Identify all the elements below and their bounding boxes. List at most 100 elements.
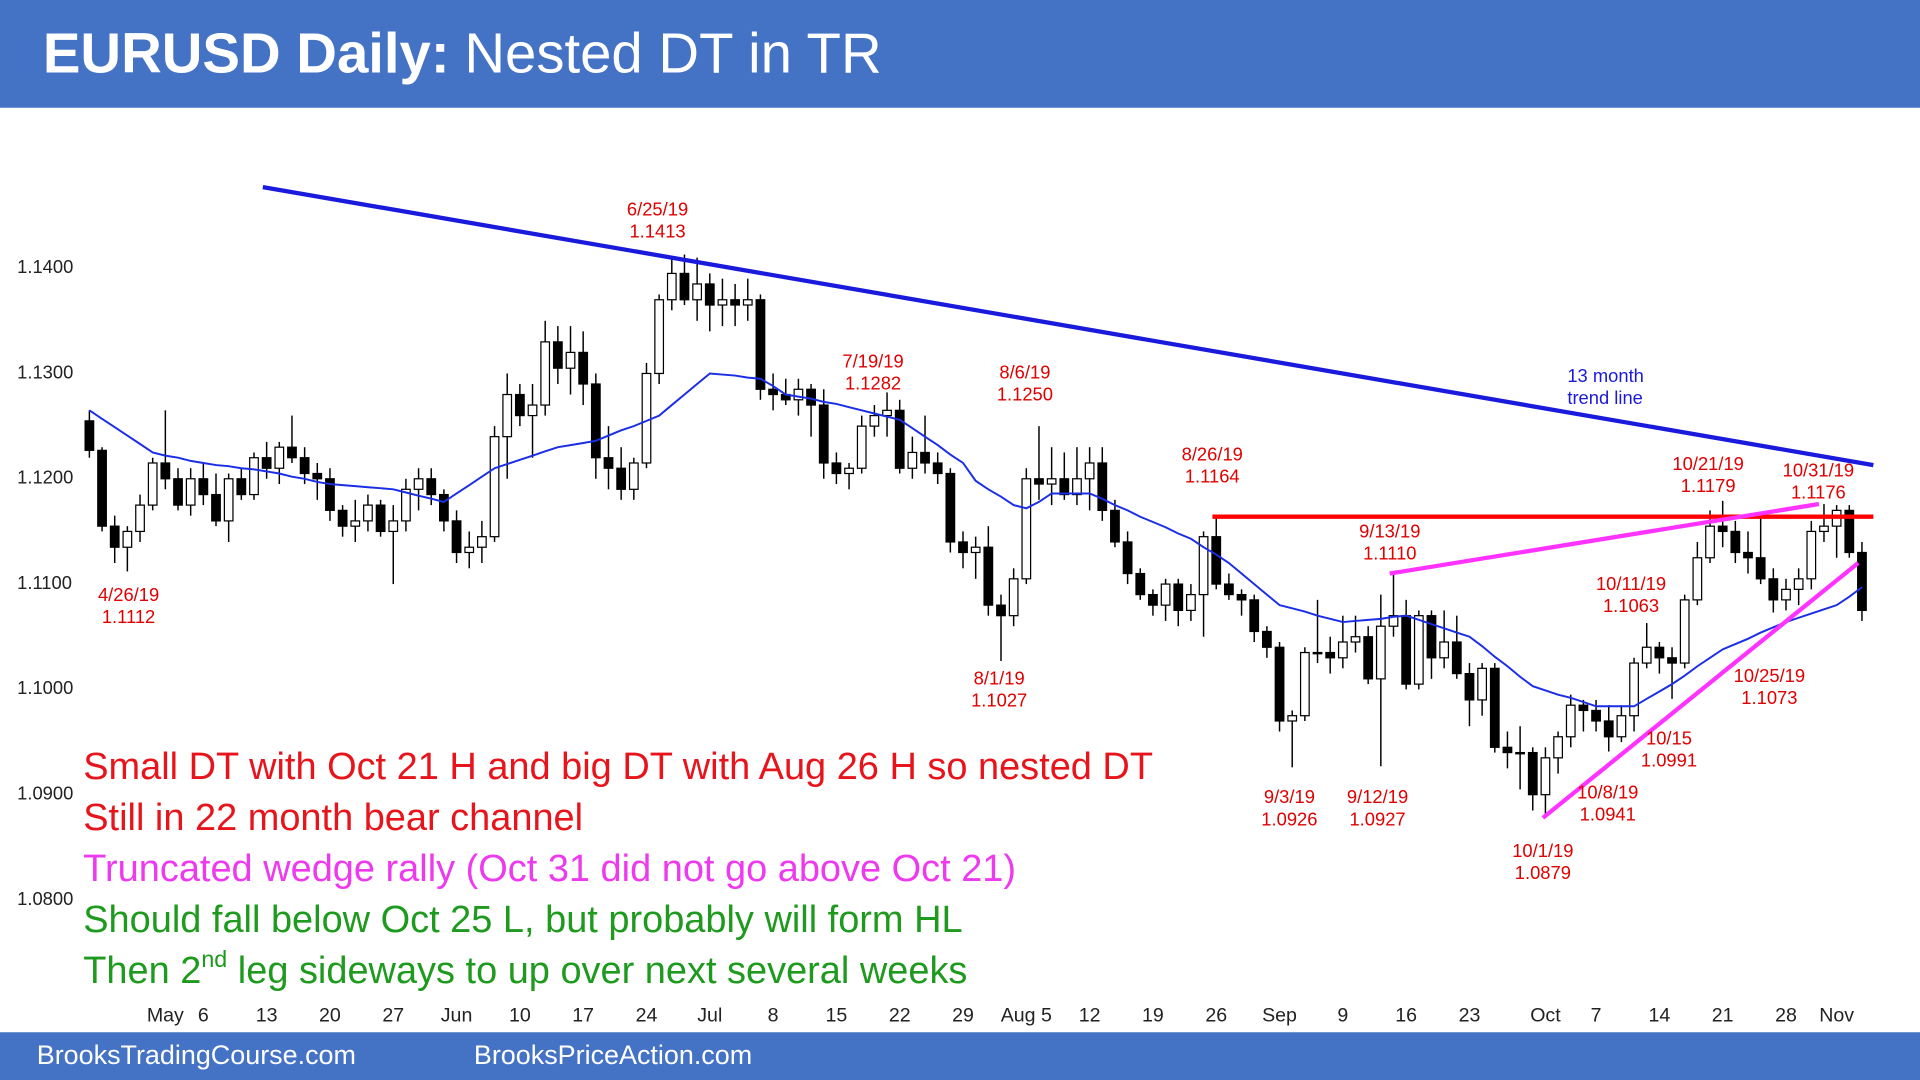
candle-body [1249,599,1260,633]
candle-body [869,414,880,427]
candle-body [1806,530,1817,580]
candle-body [654,299,665,375]
annotation-date: 10/31/19 [1783,459,1854,480]
annotation-price: 1.1176 [1791,481,1846,502]
candle-body [1641,646,1652,664]
annotation-date: 8/1/19 [974,667,1025,688]
commentary-line: Should fall below Oct 25 L, but probably… [83,899,962,941]
candle-body [552,341,563,369]
annotation-date: 6/25/19 [627,198,688,219]
candle-body [958,541,968,554]
candle-body [1135,572,1146,596]
candle-body [325,478,335,511]
candle-body [211,493,221,522]
candle-body [173,478,183,506]
candle-body [1148,594,1158,606]
x-tick-label: 10 [509,1004,531,1026]
annotation-price: 1.1282 [845,372,901,393]
commentary-part: Truncated wedge rally (Oct 31 did not go… [83,848,1016,890]
annotation-price: 1.0941 [1580,803,1636,824]
candle-body [160,462,171,480]
y-tick-label: 1.1300 [17,361,73,382]
candle-body [882,409,892,417]
candles [84,254,1867,817]
candle-body [742,299,753,306]
header-band [0,0,1920,108]
commentary-line: Then 2nd leg sideways to up over next se… [83,946,967,992]
annotation-price: 1.0991 [1641,749,1697,770]
y-tick-label: 1.1100 [17,572,72,593]
candle-body [1717,525,1728,533]
candle-body [1211,536,1222,585]
candle-body [1578,704,1589,712]
candle-body [1274,646,1285,722]
candle-body [223,478,234,522]
x-tick-label: 22 [889,1004,911,1026]
candle-body [476,536,487,548]
annotation-date: 10/1/19 [1512,840,1573,861]
annotation-price: 1.1073 [1741,687,1797,708]
annotation-date: 4/26/19 [98,584,159,605]
candle-body [907,451,918,469]
candle-body [1477,667,1488,701]
candle-body [1299,651,1310,717]
candle-body [1413,615,1424,685]
candle-body [147,462,158,506]
candle-body [84,420,95,451]
candle-body [806,388,816,406]
candle-body [274,446,285,469]
candle-body [514,393,525,417]
candle-body [527,404,538,417]
annotation-date: 9/12/19 [1347,786,1408,807]
candle-body [565,351,576,369]
x-tick-label: Jul [697,1004,722,1026]
candle-body [439,493,449,522]
candle-body [1730,530,1741,554]
candle-body [1008,578,1019,617]
commentary-part: Should fall below Oct 25 L, but probably… [83,899,962,941]
x-tick-label: 6 [198,1004,209,1026]
candle-body [426,478,437,496]
annotation-date: 10/21/19 [1672,453,1743,474]
candle-body [983,546,994,606]
commentary-part: Then 2 [83,950,201,992]
candle-body [236,478,247,496]
candle-body [1110,509,1120,543]
x-tick-label: 24 [636,1004,658,1026]
candle-body [1844,509,1855,554]
candle-body [1527,751,1538,796]
candle-body [489,436,500,538]
candle-body [768,388,778,396]
candle-body [831,462,842,475]
x-tick-label: 16 [1395,1004,1417,1026]
candle-body [590,383,601,459]
candle-body [578,351,589,385]
candle-body [1692,557,1703,601]
candle-body [1793,578,1804,590]
y-tick-label: 1.1000 [17,677,73,698]
title-bold: EURUSD Daily: [43,21,450,84]
annotation-date: 9/3/19 [1264,786,1315,807]
candle-body [996,604,1006,617]
x-tick-label: 9 [1337,1004,1348,1026]
candle-body [1236,594,1247,601]
x-tick-label: 23 [1459,1004,1481,1026]
candle-body [628,462,639,490]
candle-body [1553,736,1563,759]
commentary-line: Still in 22 month bear channel [83,797,583,839]
footer-band [0,1032,1920,1080]
annotation-date: 8/6/19 [999,361,1050,382]
annotation-price: 1.1110 [1363,543,1416,564]
candle-body [1629,662,1639,717]
candle-body [1198,536,1209,596]
candle-body [375,504,386,533]
candle-body [1325,651,1336,659]
candle-body [312,472,323,480]
candle-body [1654,646,1665,659]
annotation-price: 1.0926 [1261,808,1317,829]
candle-body [1363,636,1374,680]
candle-body [793,388,804,401]
x-tick-label: 29 [952,1004,974,1026]
y-tick-label: 1.1400 [17,256,73,277]
candle-body [261,457,272,469]
